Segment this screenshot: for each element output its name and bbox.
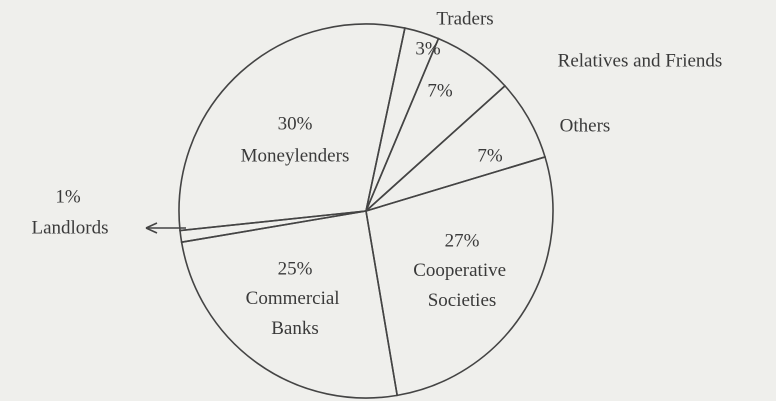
- pie: [178, 23, 554, 399]
- labels: 3% Traders 7% Relatives and Friends 7% Others…: [31, 8, 722, 339]
- category-label: Cooperative Societies: [413, 260, 511, 311]
- value-label: 30%: [278, 113, 313, 134]
- category-label: Others: [560, 115, 611, 136]
- pie-slice: [180, 210, 399, 399]
- value-label: 27%: [445, 230, 480, 251]
- value-label: 3%: [415, 38, 441, 59]
- category-label: Landlords: [31, 217, 108, 238]
- value-label: 1%: [55, 186, 81, 207]
- value-label: 25%: [278, 258, 313, 279]
- pie-slice: [365, 155, 554, 397]
- category-label: Relatives and Friends: [558, 50, 723, 71]
- category-label: Traders: [436, 8, 493, 29]
- category-label: Moneylenders: [241, 145, 350, 166]
- landlords-arrowhead: [145, 222, 158, 234]
- value-label: 7%: [477, 145, 503, 166]
- value-label: 7%: [427, 80, 453, 101]
- category-label: Commercial Banks: [246, 288, 345, 339]
- pie-slice: [178, 23, 406, 232]
